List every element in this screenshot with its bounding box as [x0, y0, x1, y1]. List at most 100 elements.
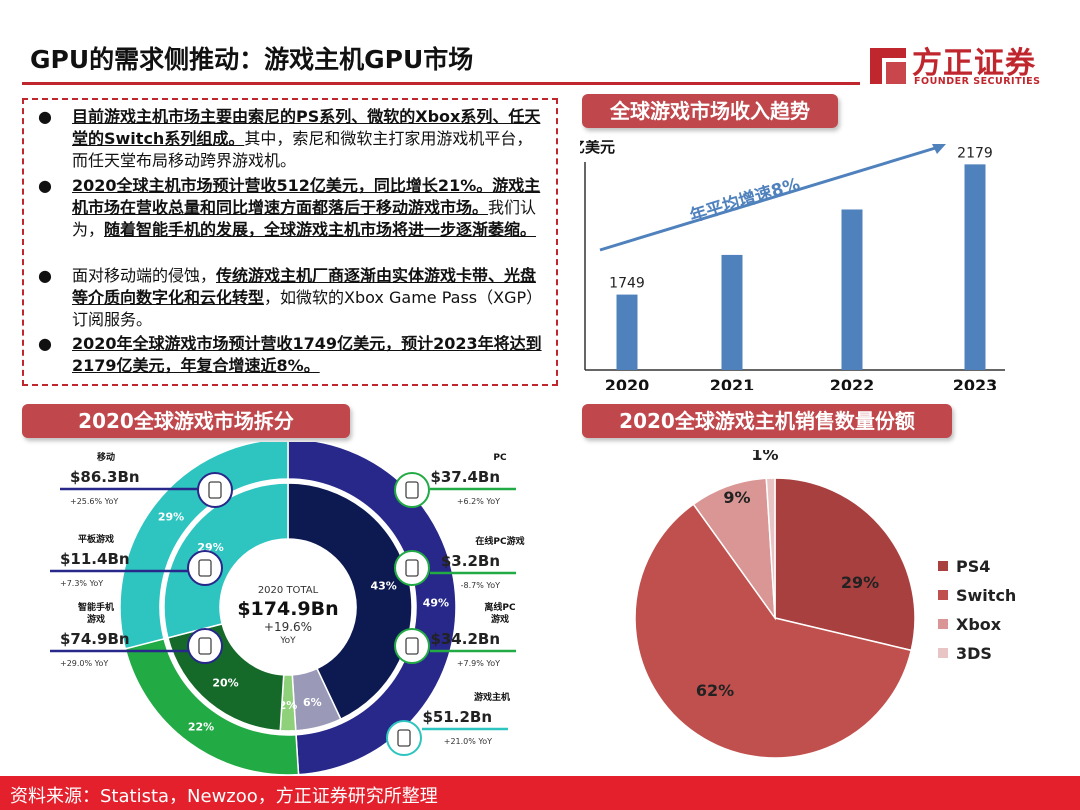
trend-bar-chart: 亿美元 2020 1749 2021 2022 2023 2179 年平均增速8% — [580, 140, 1005, 390]
growth-annotation: 年平均增速8% — [687, 173, 802, 226]
callout-value: $3.2Bn — [441, 552, 500, 570]
callout-name: 智能手机 — [78, 601, 114, 613]
desktop-pc-icon — [394, 628, 430, 664]
legend-swatch — [938, 561, 948, 571]
inner-segment-label: 43% — [370, 580, 396, 593]
donut-center-yoy: YoY — [279, 636, 296, 646]
bullet-dot: ● — [38, 266, 52, 285]
phone-icon-glyph — [198, 637, 212, 655]
trend-chart-title: 全球游戏市场收入趋势 — [582, 94, 838, 128]
bar-2023 — [964, 164, 986, 370]
callout-name: 平板游戏 — [78, 533, 114, 545]
callout-yoy: +7.9% YoY — [457, 659, 500, 668]
legend-swatch — [938, 590, 948, 600]
legend-label: 3DS — [956, 644, 992, 663]
bullet-text: 2020全球主机市场预计营收512亿美元，同比增长21%。游戏主机市场在营收总量… — [72, 176, 541, 217]
callout-value: $86.3Bn — [70, 468, 140, 486]
console-share-pie: 29% 62% 9% 1% — [634, 450, 916, 759]
inner-segment-智能手机游戏 — [287, 482, 413, 721]
bar-data-label: 2179 — [957, 145, 993, 161]
share-chart-title: 2020全球游戏主机销售数量份额 — [582, 404, 952, 438]
bullet-text: 面对移动端的侵蚀， — [72, 266, 217, 285]
legend-label: Xbox — [956, 615, 1002, 634]
donut-center-total: $174.9Bn — [237, 598, 338, 620]
x-tick-label: 2022 — [830, 376, 875, 390]
bullet-text: 我们认为， — [72, 198, 537, 239]
callout-name: PC — [493, 453, 507, 463]
trend-arrow-head — [932, 144, 946, 154]
source-note: 资料来源：Statista，Newzoo，方正证券研究所整理 — [10, 786, 438, 807]
monitor-icon-glyph — [405, 481, 419, 499]
gamepad-icon-glyph — [397, 729, 411, 747]
laptop-icon-glyph — [405, 559, 419, 577]
legend-swatch — [938, 619, 948, 629]
trend-arrow — [599, 144, 943, 252]
pie-slice-Switch — [634, 503, 913, 759]
tablet-icon-glyph — [198, 559, 212, 577]
logo-name: 方正证券 — [912, 46, 1036, 81]
bullet-4: ● 2020年全球游戏市场预计营收1749亿美元，预计2023年将达到2179亿… — [38, 333, 543, 377]
gamepad-icon — [386, 720, 422, 756]
legend-item: 3DS — [938, 644, 992, 663]
donut-hole — [222, 541, 354, 673]
callout-name: 离线PC — [484, 601, 516, 613]
tablet-phone-icon-glyph — [208, 481, 222, 499]
bar-2020 — [616, 294, 638, 370]
legend-label: PS4 — [956, 557, 991, 576]
breakdown-chart-title: 2020全球游戏市场拆分 — [22, 404, 350, 438]
inner-segment-label: 6% — [303, 696, 322, 709]
callout-name: 游戏主机 — [474, 691, 510, 703]
laptop-icon — [394, 550, 430, 586]
callout-yoy: +7.3% YoY — [60, 579, 103, 588]
phone-icon — [187, 628, 223, 664]
monitor-icon — [394, 472, 430, 508]
bar-data-label: 1749 — [609, 276, 645, 292]
outer-segment-移动 — [287, 442, 457, 776]
donut-center-growth: +19.6% — [264, 620, 312, 634]
bullet-dot: ● — [38, 176, 52, 195]
legend-item: PS4 — [938, 557, 990, 576]
pie-slice-label: 29% — [841, 573, 879, 592]
bar-2021 — [721, 254, 743, 370]
bullet-2: ● 2020全球主机市场预计营收512亿美元，同比增长21%。游戏主机市场在营收… — [38, 175, 543, 241]
legend-swatch — [938, 648, 948, 658]
pie-slice-label: 1% — [751, 450, 778, 464]
pie-slice-PS4 — [774, 477, 916, 652]
outer-segment-label: 22% — [188, 721, 214, 734]
bullet-text: 2020年全球游戏市场预计营收1749亿美元，预计2023年将达到2179亿美元… — [72, 334, 542, 375]
callout-value: $11.4Bn — [60, 550, 130, 568]
bullet-1: ● 目前游戏主机市场主要由索尼的PS系列、微软的Xbox系列、任天堂的Switc… — [38, 106, 543, 172]
callout-yoy: +29.0% YoY — [60, 659, 108, 668]
callout-value: $74.9Bn — [60, 630, 130, 648]
callout-yoy: -8.7% YoY — [461, 581, 500, 590]
inner-segment-游戏主机 — [163, 482, 289, 639]
callout-value: $37.4Bn — [430, 468, 500, 486]
bullet-text: 其中，索尼和微软主打家用游戏机平台，而任天堂布局移动跨界游戏机。 — [72, 129, 533, 170]
legend-label: Switch — [956, 586, 1017, 605]
founder-logo: 方正证券 FOUNDER SECURITIES — [866, 40, 1056, 94]
pie-slice-label: 9% — [723, 488, 750, 507]
callout-yoy: +25.6% YoY — [70, 497, 118, 506]
bullet-text: 随着智能手机的发展，全球游戏主机市场将进一步逐渐萎缩。 — [104, 220, 537, 239]
market-breakdown-donut: 49%22%29%43%6%2%20%29% 2020 TOTAL$174.9B… — [50, 442, 525, 776]
callout-name: 游戏 — [87, 613, 105, 625]
desktop-pc-icon-glyph — [405, 637, 419, 655]
callout-name: 游戏 — [491, 613, 509, 625]
x-tick-label: 2023 — [953, 376, 998, 390]
bar-2022 — [841, 209, 863, 370]
outer-segment-label: 49% — [423, 596, 449, 609]
summary-box: ● 目前游戏主机市场主要由索尼的PS系列、微软的Xbox系列、任天堂的Switc… — [22, 98, 558, 386]
callout-value: $34.2Bn — [430, 630, 500, 648]
logo-subtitle: FOUNDER SECURITIES — [914, 76, 1041, 87]
callout-name: 在线PC游戏 — [475, 535, 524, 547]
inner-segment-label: 20% — [212, 677, 238, 690]
bullet-dot: ● — [38, 334, 52, 353]
inner-segment-label: 2% — [279, 699, 298, 712]
callout-value: $51.2Bn — [422, 708, 492, 726]
bullet-3: ● 面对移动端的侵蚀，传统游戏主机厂商逐渐由实体游戏卡带、光盘等介质向数字化和云… — [38, 265, 543, 331]
x-tick-label: 2021 — [710, 376, 755, 390]
outer-segment-label: 29% — [158, 510, 184, 523]
callout-yoy: +21.0% YoY — [444, 737, 492, 746]
footer-bar: 资料来源：Statista，Newzoo，方正证券研究所整理 — [0, 776, 1080, 810]
pie-slice-label: 62% — [696, 681, 734, 700]
